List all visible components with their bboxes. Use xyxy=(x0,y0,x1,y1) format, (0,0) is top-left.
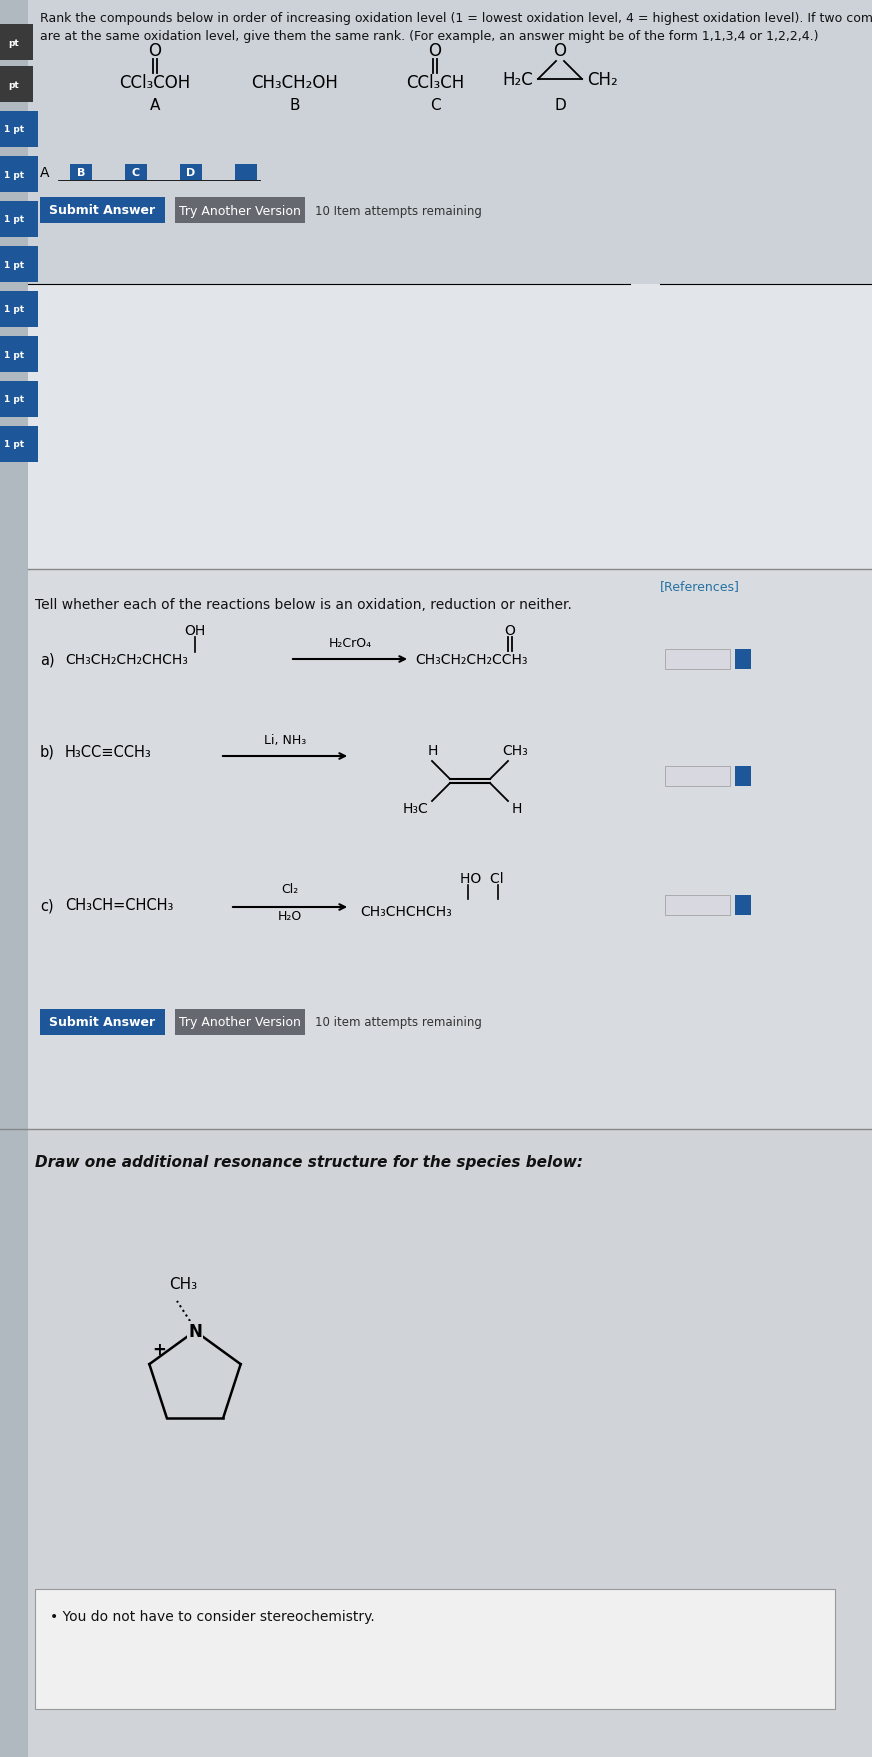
Text: 1 pt: 1 pt xyxy=(4,170,24,179)
Text: O: O xyxy=(505,624,515,638)
Text: c): c) xyxy=(40,898,53,914)
Text: H: H xyxy=(427,743,438,757)
Bar xyxy=(70,165,92,181)
Bar xyxy=(28,569,872,1130)
Text: CH₃: CH₃ xyxy=(502,743,528,757)
Text: CH₃CH₂CH₂CCH₃: CH₃CH₂CH₂CCH₃ xyxy=(415,652,528,666)
Bar xyxy=(180,165,202,181)
Text: a): a) xyxy=(40,652,55,668)
Text: Submit Answer: Submit Answer xyxy=(49,1016,155,1030)
Text: CCl₃CH: CCl₃CH xyxy=(405,74,464,91)
Text: HO  Cl: HO Cl xyxy=(460,871,504,886)
Bar xyxy=(40,199,165,223)
Text: D: D xyxy=(187,169,195,177)
Text: 1 pt: 1 pt xyxy=(4,216,24,225)
Text: Cl₂: Cl₂ xyxy=(282,882,298,896)
Text: Rank the compounds below in order of increasing oxidation level (1 = lowest oxid: Rank the compounds below in order of inc… xyxy=(40,12,872,25)
Text: B: B xyxy=(290,98,300,112)
Text: Try Another Version: Try Another Version xyxy=(179,1016,301,1030)
Bar xyxy=(665,896,730,915)
Text: O: O xyxy=(148,42,161,60)
Text: O: O xyxy=(428,42,441,60)
Bar xyxy=(175,1010,305,1035)
Text: CCl₃COH: CCl₃COH xyxy=(119,74,191,91)
Bar xyxy=(665,650,730,669)
Text: pt: pt xyxy=(9,81,19,90)
Text: Draw one additional resonance structure for the species below:: Draw one additional resonance structure … xyxy=(35,1154,583,1170)
Text: A: A xyxy=(150,98,160,112)
Text: CH₂: CH₂ xyxy=(587,70,617,90)
Bar xyxy=(0,0,28,1757)
Bar xyxy=(0,1130,872,1757)
Text: OH: OH xyxy=(184,624,206,638)
Text: A: A xyxy=(40,165,50,179)
Bar xyxy=(735,650,751,669)
Bar xyxy=(665,766,730,787)
Text: • You do not have to consider stereochemistry.: • You do not have to consider stereochem… xyxy=(50,1609,375,1623)
Text: Submit Answer: Submit Answer xyxy=(49,204,155,218)
Text: H₂CrO₄: H₂CrO₄ xyxy=(329,636,371,650)
Text: 10 item attempts remaining: 10 item attempts remaining xyxy=(315,1016,482,1030)
Text: CH₃CH=CHCH₃: CH₃CH=CHCH₃ xyxy=(65,898,174,914)
Text: H₃C: H₃C xyxy=(402,801,428,815)
Text: are at the same oxidation level, give them the same rank. (For example, an answe: are at the same oxidation level, give th… xyxy=(40,30,819,42)
Bar xyxy=(28,285,872,569)
Text: C: C xyxy=(430,98,440,112)
Text: 1 pt: 1 pt xyxy=(4,350,24,358)
Bar xyxy=(35,1588,835,1710)
Bar xyxy=(235,165,257,181)
Text: Try Another Version: Try Another Version xyxy=(179,204,301,218)
Text: Tell whether each of the reactions below is an oxidation, reduction or neither.: Tell whether each of the reactions below… xyxy=(35,597,572,611)
Text: pt: pt xyxy=(9,39,19,47)
Text: 1 pt: 1 pt xyxy=(4,260,24,269)
Bar xyxy=(40,1010,165,1035)
Text: 10 Item attempts remaining: 10 Item attempts remaining xyxy=(315,204,482,218)
Text: CH₃CH₂OH: CH₃CH₂OH xyxy=(251,74,338,91)
Bar xyxy=(735,766,751,787)
Text: Li, NH₃: Li, NH₃ xyxy=(264,734,306,747)
Bar xyxy=(125,165,147,181)
Text: CH₃: CH₃ xyxy=(169,1276,197,1291)
Text: CH₃CHCHCH₃: CH₃CHCHCH₃ xyxy=(360,905,452,919)
Text: b): b) xyxy=(40,745,55,759)
Text: +: + xyxy=(153,1341,167,1358)
Text: 1 pt: 1 pt xyxy=(4,306,24,315)
Text: D: D xyxy=(554,98,566,112)
Text: B: B xyxy=(77,169,85,177)
Bar xyxy=(735,896,751,915)
Text: H₃CC≡CCH₃: H₃CC≡CCH₃ xyxy=(65,745,152,759)
Bar xyxy=(175,199,305,223)
Text: H₂C: H₂C xyxy=(502,70,533,90)
Text: H₂O: H₂O xyxy=(278,910,302,922)
Text: 1 pt: 1 pt xyxy=(4,125,24,135)
Text: N: N xyxy=(188,1323,202,1341)
Text: O: O xyxy=(554,42,567,60)
Bar xyxy=(28,0,872,285)
Text: H: H xyxy=(512,801,522,815)
Text: [References]: [References] xyxy=(660,580,739,592)
Text: CH₃CH₂CH₂CHCH₃: CH₃CH₂CH₂CHCH₃ xyxy=(65,652,187,666)
Text: C: C xyxy=(132,169,140,177)
Text: 1 pt: 1 pt xyxy=(4,441,24,450)
Text: 1 pt: 1 pt xyxy=(4,395,24,404)
